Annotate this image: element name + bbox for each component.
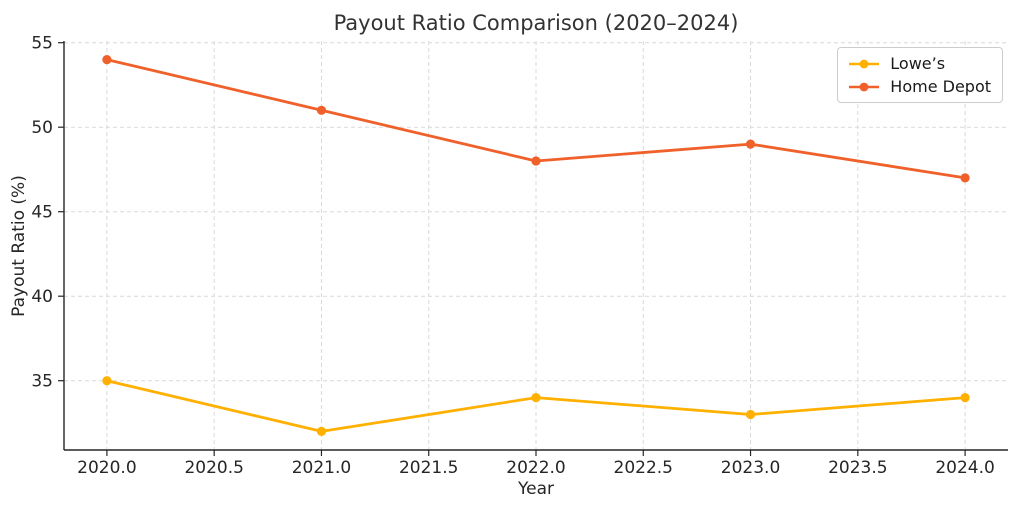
- lowe-s-point-2023: [745, 409, 756, 420]
- x-tick-label: 2020.0: [77, 458, 136, 478]
- x-tick-label: 2022.0: [506, 458, 565, 478]
- lowe-s-point-2020: [102, 376, 112, 386]
- lowe-s-point-2022: [531, 393, 541, 403]
- x-tick-label: 2024.0: [935, 458, 994, 478]
- x-tick-labels: 2020.0 2020.5 2021.0 2021.5 2022.0 2022.5 2023…: [77, 458, 995, 478]
- home-depot-point-2023: [745, 139, 756, 149]
- y-axis-label: Payout Ratio (%): [9, 175, 29, 317]
- lowe-s-point-2021: [316, 426, 327, 437]
- home-depot-point-2022: [531, 156, 541, 166]
- legend-label: Lowe’s: [890, 54, 946, 73]
- x-tick-label: 2022.5: [614, 458, 673, 478]
- legend-marker-icon: [859, 82, 869, 92]
- y-tick-label: 35: [31, 372, 53, 392]
- x-tick-label: 2020.5: [184, 458, 243, 478]
- home-depot-point-2020: [102, 54, 112, 65]
- x-tick-label: 2023.5: [828, 458, 887, 478]
- legend-swatch-home-depot: [849, 82, 880, 92]
- x-tick-label: 2023.0: [721, 458, 780, 478]
- home-depot-point-2024: [960, 173, 970, 183]
- y-tick-label: 50: [31, 118, 53, 138]
- y-tick-labels: 35 40 45 50 55: [31, 34, 53, 392]
- legend-item-home-depot: Home Depot: [847, 77, 991, 96]
- legend-marker-icon: [859, 59, 869, 68]
- chart-title: Payout Ratio Comparison (2020–2024): [334, 11, 739, 35]
- legend-label: Home Depot: [890, 77, 991, 97]
- x-tick-label: 2021.0: [292, 458, 351, 478]
- y-tick-label: 45: [31, 203, 53, 223]
- data-series: [102, 54, 970, 437]
- lowe-s-point-2024: [960, 393, 970, 403]
- legend: Lowe’s Home Depot: [837, 47, 1003, 104]
- home-depot-point-2021: [316, 105, 327, 115]
- axis-ticks: [58, 42, 966, 456]
- legend-swatch-lowe-s: [849, 59, 880, 68]
- x-tick-label: 2021.5: [399, 458, 458, 478]
- legend-item-lowe-s: Lowe’s: [847, 54, 991, 73]
- y-tick-label: 55: [31, 34, 53, 54]
- gridlines: [64, 41, 1008, 450]
- y-tick-label: 40: [31, 287, 53, 307]
- x-axis-label: Year: [517, 479, 554, 499]
